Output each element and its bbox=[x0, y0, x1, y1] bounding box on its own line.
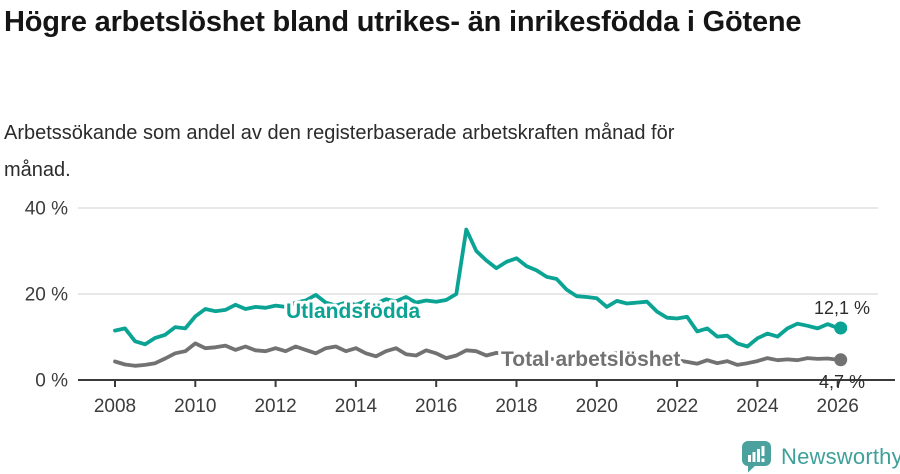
x-tick-label: 2020 bbox=[576, 396, 618, 417]
series-end-dot-total bbox=[834, 353, 848, 367]
x-tick-label: 2016 bbox=[415, 396, 457, 417]
x-tick-label: 2014 bbox=[335, 396, 378, 417]
y-axis-label: 20 % bbox=[25, 285, 68, 306]
end-value-label-utlandsfodda: 12,1 % bbox=[814, 298, 870, 318]
series-label-total: Total arbetslöshet bbox=[501, 348, 680, 371]
x-tick-label: 2024 bbox=[736, 396, 779, 417]
logo-bar-tall bbox=[757, 449, 760, 462]
series-label-utlandsfodda: Utlandsfödda bbox=[286, 300, 420, 323]
x-tick-label: 2010 bbox=[174, 396, 216, 417]
logo-bar-small bbox=[748, 455, 751, 462]
x-tick-label: 2008 bbox=[94, 396, 136, 417]
newsworthy-logo[interactable]: Newsworthy bbox=[741, 440, 900, 473]
y-axis-label: 0 % bbox=[35, 371, 68, 392]
newsworthy-logo-icon bbox=[742, 441, 771, 473]
x-tick-label: 2022 bbox=[656, 396, 698, 417]
end-value-label-total: 4,7 % bbox=[819, 372, 865, 392]
y-axis-label: 40 % bbox=[25, 199, 68, 220]
logo-exclamation-dot bbox=[761, 458, 765, 462]
page-title: Högre arbetslöshet bland utrikes- än inr… bbox=[4, 6, 802, 38]
series-end-dot-utlandsfodda bbox=[834, 321, 848, 335]
x-tick-label: 2012 bbox=[254, 396, 296, 417]
newsworthy-logo-text: Newsworthy bbox=[781, 443, 900, 469]
logo-bar-medium bbox=[752, 452, 756, 462]
series-line-total bbox=[113, 341, 840, 368]
x-tick-label: 2018 bbox=[495, 396, 537, 417]
logo-exclamation-bar bbox=[761, 446, 765, 456]
series-line-utlandsfodda bbox=[113, 227, 840, 349]
page-subtitle: Arbetssökande som andel av den registerb… bbox=[4, 122, 675, 181]
x-tick-label: 2026 bbox=[817, 396, 859, 417]
unemployment-line-chart: 0 % 20 % 40 % 2008 2010 2012 2014 2016 2018 2020 2… bbox=[25, 199, 895, 417]
